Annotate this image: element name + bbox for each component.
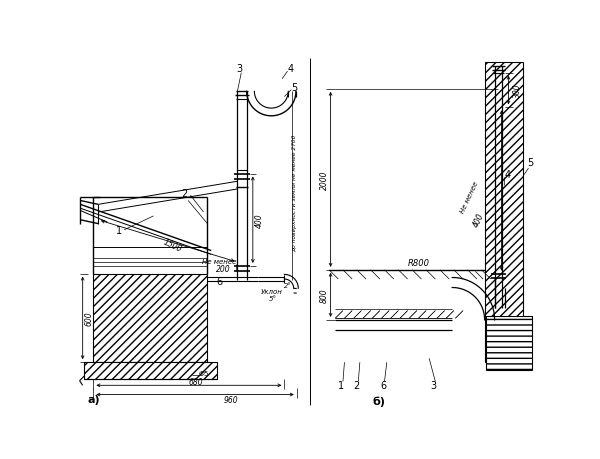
Text: 1: 1 <box>116 225 122 235</box>
Text: 960: 960 <box>223 396 238 404</box>
Text: 3: 3 <box>236 64 242 74</box>
Text: 680: 680 <box>188 377 203 386</box>
Text: 6: 6 <box>380 381 386 391</box>
Text: 300: 300 <box>513 83 522 98</box>
Text: 2: 2 <box>353 381 359 391</box>
Text: 5°: 5° <box>269 295 277 301</box>
Text: 1: 1 <box>338 381 344 391</box>
Text: 600: 600 <box>85 311 94 325</box>
Text: 1500: 1500 <box>162 237 184 254</box>
Text: R800: R800 <box>408 258 430 267</box>
Text: Не менее: Не менее <box>459 180 479 214</box>
Text: 2°: 2° <box>284 283 291 289</box>
Bar <box>485 63 523 363</box>
Text: до поверхности земли не менее 2700: до поверхности земли не менее 2700 <box>292 135 297 252</box>
Text: 6: 6 <box>216 277 222 287</box>
Text: 2000: 2000 <box>320 170 329 189</box>
Text: 5: 5 <box>527 157 534 168</box>
Text: б): б) <box>373 396 386 406</box>
Text: 800: 800 <box>320 287 329 302</box>
Text: Ф5: Ф5 <box>199 370 209 376</box>
Text: 400: 400 <box>471 212 485 229</box>
Bar <box>486 316 532 370</box>
Text: а): а) <box>87 394 100 404</box>
Text: 4: 4 <box>505 169 511 179</box>
Bar <box>84 363 217 379</box>
Text: 2: 2 <box>181 188 187 198</box>
Text: 5: 5 <box>291 82 298 92</box>
Text: Не менее: Не менее <box>202 258 236 264</box>
Bar <box>94 274 208 363</box>
Text: 3: 3 <box>430 381 436 391</box>
Text: Уклон: Уклон <box>260 289 282 295</box>
Text: 400: 400 <box>255 213 264 228</box>
Text: 200: 200 <box>215 264 230 273</box>
Text: 4: 4 <box>287 64 293 74</box>
